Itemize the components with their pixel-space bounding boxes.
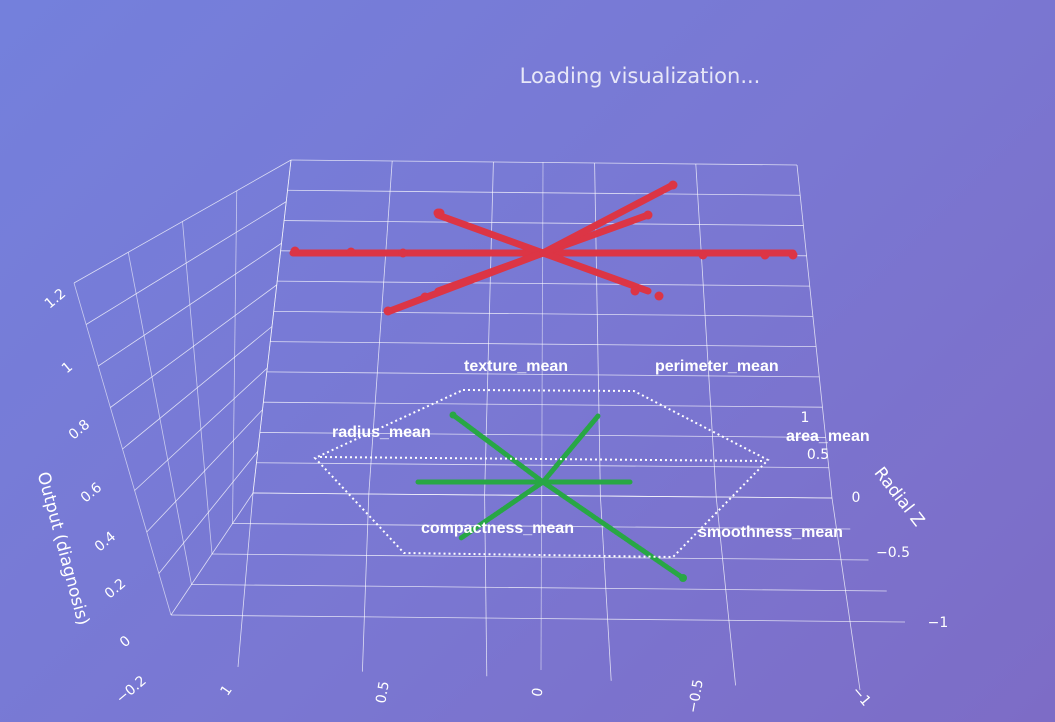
green-series-point <box>679 574 687 582</box>
grid-line-side-vertical <box>232 190 238 524</box>
grid-line-side-vertical <box>73 282 172 616</box>
grid-line-side-vertical <box>182 221 213 555</box>
grid-line-back-horizontal <box>287 189 801 196</box>
grid-line-back-horizontal <box>270 341 817 348</box>
grid-line-floor-depth <box>237 492 254 668</box>
grid <box>73 159 906 691</box>
grid-line-side-vertical <box>252 159 292 494</box>
red-series-point <box>420 292 430 302</box>
green-series-arm <box>450 412 546 485</box>
grid-line-side-vertical <box>127 252 192 585</box>
red-series-point <box>654 291 664 301</box>
red-series-point <box>668 180 678 190</box>
red-series-point <box>433 208 443 218</box>
x-tick-label: −0.5 <box>685 678 707 714</box>
red-series-point <box>383 306 393 316</box>
grid-line-floor-depth <box>362 493 370 672</box>
grid-line-back-vertical <box>594 162 601 497</box>
y-tick-label: −1 <box>928 615 949 631</box>
z-tick-label: 0.8 <box>66 417 93 444</box>
grid-line-back-horizontal <box>284 220 804 226</box>
grid-line-back-vertical <box>796 164 833 499</box>
data-points <box>290 180 798 582</box>
green-series-arm <box>540 413 601 485</box>
grid-line-back-horizontal <box>259 432 826 438</box>
feature-hexagon-outline <box>313 388 770 559</box>
green-series-point <box>449 411 457 419</box>
grid-line-back-vertical <box>695 163 717 498</box>
red-series-point <box>290 246 300 256</box>
x-tick-label: 0.5 <box>373 680 393 705</box>
grid-line-back-horizontal <box>277 280 810 287</box>
data-wires <box>289 181 797 581</box>
grid-line-back-vertical <box>368 160 393 495</box>
grid-line-back-horizontal <box>273 310 813 317</box>
grid-line-floor-depth <box>484 494 488 677</box>
grid-center-axis <box>540 161 544 671</box>
feature-label-smoothness-mean: smoothness_mean <box>698 524 843 541</box>
red-series-arm <box>386 249 547 315</box>
feature-label-compactness-mean: compactness_mean <box>421 520 574 537</box>
z-tick-label: 1 <box>59 359 76 377</box>
feature-label-radius-mean: radius_mean <box>332 424 431 441</box>
grid-line-floor-depth <box>831 497 861 691</box>
green-series-arm <box>540 479 686 581</box>
x-tick-label: −1 <box>848 683 874 709</box>
grid-line-floor-width <box>170 614 906 623</box>
grid-line-floor-depth <box>715 496 736 686</box>
y-axis-title: Radial Z <box>870 463 929 530</box>
red-series-arm <box>434 211 547 257</box>
z-tick-label: 0.2 <box>102 576 129 603</box>
red-series-point <box>698 250 708 260</box>
grid-line-floor-width <box>252 492 833 499</box>
grid-line-back-horizontal <box>256 462 829 469</box>
red-series-point <box>398 248 408 258</box>
z-tick-label: 1.2 <box>42 286 69 313</box>
feature-label-area-mean: area_mean <box>786 428 870 445</box>
red-series-point <box>346 247 356 257</box>
labels: radius_mean texture_mean perimeter_meanare… <box>33 286 949 715</box>
red-series-point <box>643 210 653 220</box>
z-tick-label: −0.2 <box>113 673 149 707</box>
y-tick-label: 1 <box>801 410 810 426</box>
grid-line-back-horizontal <box>290 159 798 166</box>
z-tick-label: 0 <box>117 633 134 651</box>
y-tick-label: 0.5 <box>807 447 829 463</box>
grid-line-floor-width <box>191 584 887 592</box>
grid-line-floor-width <box>211 553 869 561</box>
loading-text: Loading visualization... <box>519 64 761 88</box>
red-series-arm <box>539 249 652 295</box>
green-series-arm <box>458 479 546 541</box>
z-tick-label: 0.4 <box>92 529 119 556</box>
feature-hexagon-diameter <box>319 456 766 462</box>
grid-line-back-horizontal <box>266 371 820 378</box>
red-series-point <box>630 286 640 296</box>
y-tick-label: −0.5 <box>876 545 910 561</box>
z-tick-label: 0.6 <box>78 480 105 507</box>
grid-line-back-horizontal <box>263 401 823 408</box>
red-series-arm <box>539 181 677 257</box>
y-tick-label: 0 <box>852 490 861 506</box>
red-series-point <box>788 250 798 260</box>
feature-label-texture-mean: texture_mean <box>464 358 568 375</box>
x-tick-label: 1 <box>218 682 236 698</box>
x-tick-label: 0 <box>529 687 546 699</box>
feature-label-perimeter-mean: perimeter_mean <box>655 358 779 375</box>
red-series-point <box>760 250 770 260</box>
